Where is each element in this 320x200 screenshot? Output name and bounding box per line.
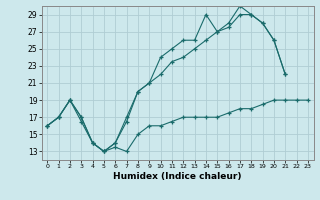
X-axis label: Humidex (Indice chaleur): Humidex (Indice chaleur)	[113, 172, 242, 181]
